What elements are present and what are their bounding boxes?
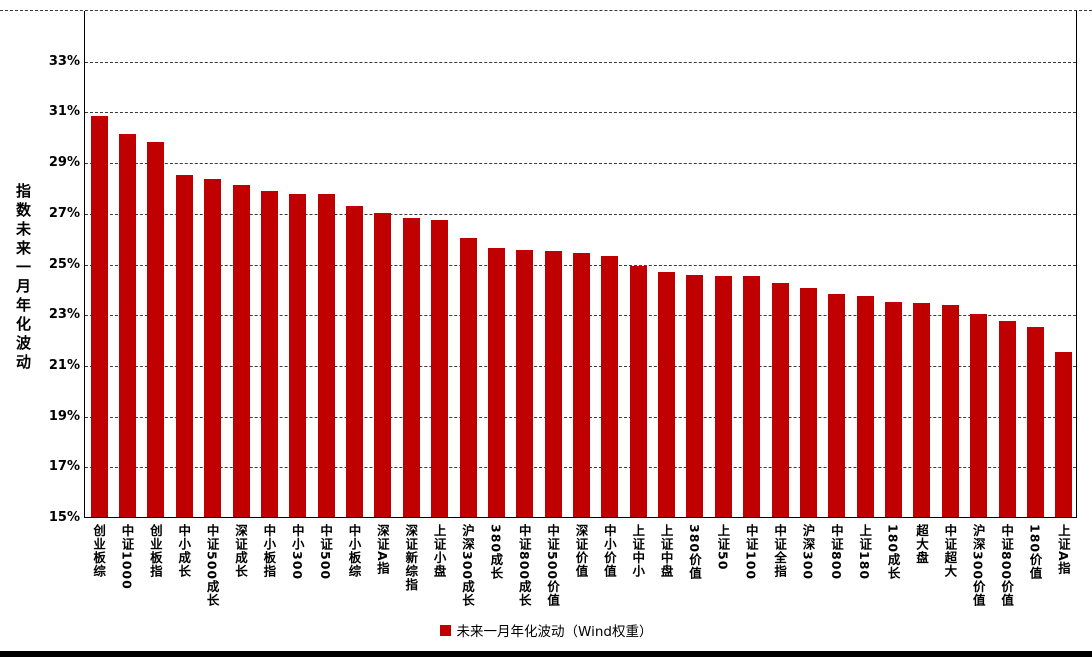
y-tick-label: 15% <box>48 510 80 525</box>
bar <box>658 272 676 517</box>
bar <box>885 301 903 517</box>
x-axis-label: 上证小盘 <box>431 524 447 578</box>
bar <box>544 250 562 517</box>
top-gridline <box>0 10 1092 11</box>
bar <box>374 212 392 517</box>
x-axis-label: 中证800价值 <box>999 524 1015 608</box>
gridline <box>85 61 1076 63</box>
y-tick-label: 27% <box>48 205 80 221</box>
x-axis-label: 180价值 <box>1027 524 1043 581</box>
bar <box>1055 352 1073 517</box>
x-axis-label: 沪深300 <box>800 524 816 581</box>
bar <box>346 206 364 517</box>
bar <box>799 287 817 517</box>
y-tick-label: 17% <box>48 459 80 475</box>
gridline <box>85 163 1076 165</box>
x-axis-label: 深证A指 <box>374 524 390 576</box>
x-axis-label: 深证成长 <box>233 524 249 578</box>
plot-area <box>84 11 1077 518</box>
y-tick-label: 23% <box>48 307 80 323</box>
x-axis-label: 创业板指 <box>147 524 163 578</box>
bar <box>90 116 108 517</box>
x-axis-label: 中证500成长 <box>204 524 220 608</box>
x-axis-label: 上证50 <box>715 524 731 571</box>
bar <box>175 174 193 517</box>
x-axis-label: 中小价值 <box>601 524 617 578</box>
x-axis-label: 上证A指 <box>1055 524 1071 576</box>
bar <box>232 184 250 517</box>
bar <box>402 217 420 517</box>
bar <box>743 276 761 517</box>
bottom-border <box>0 651 1092 657</box>
x-axis-label: 中证1000 <box>119 524 135 590</box>
bar <box>289 193 307 517</box>
bar <box>856 296 874 517</box>
bar <box>1026 326 1044 517</box>
x-axis-label: 380价值 <box>686 524 702 581</box>
y-tick-label: 33% <box>48 53 80 69</box>
bar <box>686 274 704 517</box>
gridline <box>85 213 1076 215</box>
x-axis-label: 中证800成长 <box>516 524 532 608</box>
bar <box>913 302 931 517</box>
x-axis-label: 380成长 <box>488 524 504 581</box>
bar <box>459 238 477 517</box>
y-tick-label: 21% <box>48 357 80 373</box>
bar <box>119 134 137 517</box>
bar <box>771 282 789 517</box>
x-axis-label: 上证中盘 <box>658 524 674 578</box>
x-axis-label: 上证180 <box>857 524 873 581</box>
x-axis-label: 超大盘 <box>913 524 929 565</box>
bar <box>601 255 619 517</box>
y-axis-title: 指数未来一月年化波动 <box>14 183 32 373</box>
y-tick-label: 31% <box>48 104 80 120</box>
bar <box>941 305 959 517</box>
y-tick-label: 29% <box>48 155 80 171</box>
bar <box>204 178 222 517</box>
bar <box>629 266 647 517</box>
x-axis-label: 中小板指 <box>261 524 277 578</box>
x-axis-label: 中小成长 <box>176 524 192 578</box>
legend-swatch-icon <box>439 624 451 636</box>
x-axis-label: 深证新综指 <box>403 524 419 592</box>
x-axis-label: 中证100 <box>743 524 759 581</box>
x-axis-label: 沪深300成长 <box>460 524 475 608</box>
x-axis-label: 中小板综 <box>346 524 362 578</box>
bar <box>487 248 505 517</box>
x-axis-label: 上证中小 <box>630 524 646 578</box>
bar <box>260 191 278 517</box>
x-axis-label: 中证500 <box>318 524 334 581</box>
y-tick-label: 19% <box>48 408 80 424</box>
bar <box>998 320 1016 517</box>
x-axis-label: 创业板综 <box>91 524 107 578</box>
legend: 未来一月年化波动（Wind权重） <box>0 620 1092 640</box>
bar <box>970 314 988 517</box>
x-axis-label: 中证全指 <box>772 524 788 578</box>
bar <box>147 141 165 517</box>
bar <box>317 193 335 517</box>
bar <box>573 253 590 517</box>
x-axis-label: 中证超大 <box>942 524 958 578</box>
y-tick-label: 25% <box>48 256 80 272</box>
x-axis-label: 中证800 <box>828 524 844 581</box>
bar <box>714 276 732 517</box>
bar <box>516 249 534 517</box>
x-axis-label: 中小300 <box>289 524 305 581</box>
bar <box>431 220 449 517</box>
bar <box>828 293 846 517</box>
x-axis-label: 沪深300价值 <box>970 524 986 608</box>
legend-label: 未来一月年化波动（Wind权重） <box>456 624 653 640</box>
gridline <box>85 112 1076 114</box>
x-axis-label: 中证500价值 <box>545 524 561 608</box>
x-axis-label: 深证价值 <box>573 524 589 578</box>
x-axis-label: 180成长 <box>885 524 901 581</box>
